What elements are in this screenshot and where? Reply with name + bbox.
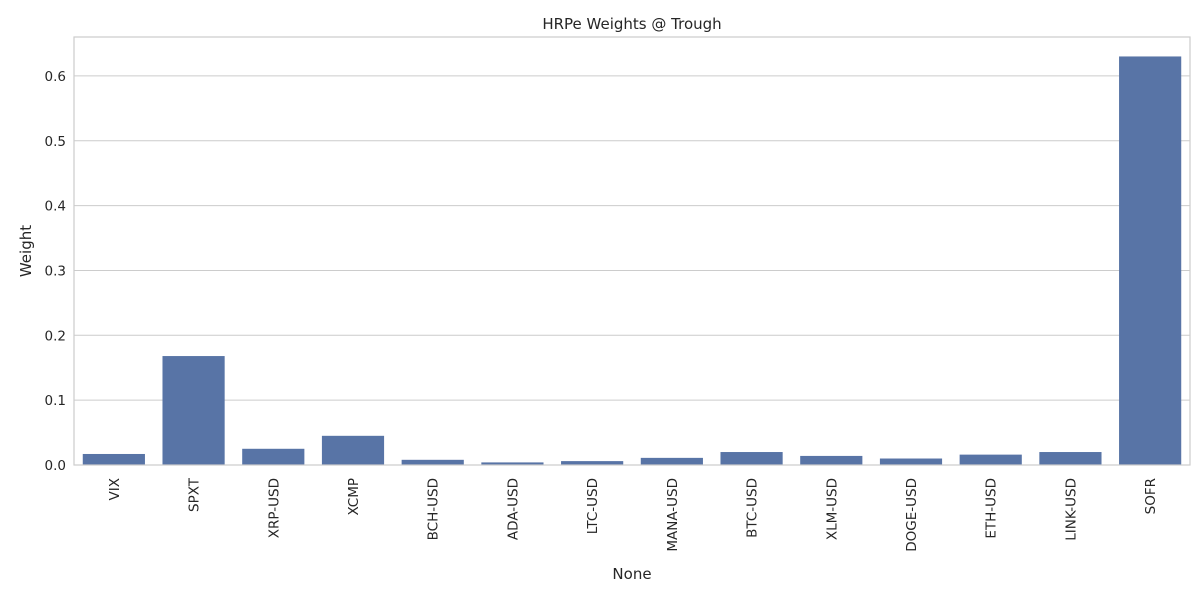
bar-btc-usd bbox=[720, 452, 783, 465]
x-tick-label: XLM-USD bbox=[824, 478, 840, 540]
bar-xlm-usd bbox=[800, 455, 863, 465]
bar-eth-usd bbox=[959, 454, 1022, 465]
x-axis-label: None bbox=[612, 565, 651, 583]
x-tick-label: XCMP bbox=[346, 478, 362, 515]
bar-link-usd bbox=[1039, 452, 1102, 465]
x-tick-label: LTC-USD bbox=[585, 478, 601, 534]
bar-ada-usd bbox=[481, 462, 544, 465]
bar-vix bbox=[82, 453, 145, 465]
y-tick-label: 0.1 bbox=[45, 393, 66, 409]
gridlines bbox=[74, 75, 1190, 466]
bar-ltc-usd bbox=[561, 461, 624, 465]
bar-bch-usd bbox=[401, 459, 464, 465]
bar-xrp-usd bbox=[242, 448, 305, 465]
y-tick-label: 0.0 bbox=[45, 458, 66, 474]
bar-sofr bbox=[1119, 56, 1182, 466]
chart-title: HRPe Weights @ Trough bbox=[542, 15, 721, 33]
y-tick-label: 0.6 bbox=[45, 69, 66, 85]
x-tick-label: LINK-USD bbox=[1063, 478, 1079, 541]
x-tick-label: DOGE-USD bbox=[904, 478, 920, 552]
plot-frame bbox=[73, 36, 1191, 466]
x-tick-label: SPXT bbox=[187, 477, 203, 512]
bars bbox=[82, 56, 1182, 466]
y-tick-label: 0.3 bbox=[45, 263, 66, 279]
x-tick-label: XRP-USD bbox=[266, 478, 282, 538]
x-tick-label: BTC-USD bbox=[745, 478, 761, 538]
x-tick-label: VIX bbox=[107, 478, 123, 500]
bar-xcmp bbox=[321, 435, 385, 465]
y-tick-label: 0.5 bbox=[45, 134, 66, 150]
y-tick-labels: 0.0 0.1 0.2 0.3 0.4 0.5 0.6 bbox=[45, 69, 66, 474]
bar-spxt bbox=[162, 356, 225, 465]
x-tick-label: ETH-USD bbox=[984, 478, 1000, 539]
x-tick-label: ADA-USD bbox=[505, 478, 521, 540]
x-tick-label: SOFR bbox=[1143, 478, 1159, 514]
x-tick-label: MANA-USD bbox=[665, 478, 681, 552]
y-tick-label: 0.4 bbox=[45, 199, 66, 215]
y-tick-label: 0.2 bbox=[45, 328, 66, 344]
y-axis-label: Weight bbox=[17, 225, 35, 277]
x-tick-labels: VIX SPXT XRP-USD XCMP BCH-USD ADA-USD LTC-USD M… bbox=[107, 477, 1159, 551]
x-tick-label: BCH-USD bbox=[426, 478, 442, 540]
bar-doge-usd bbox=[879, 458, 943, 465]
bar-mana-usd bbox=[640, 457, 703, 465]
